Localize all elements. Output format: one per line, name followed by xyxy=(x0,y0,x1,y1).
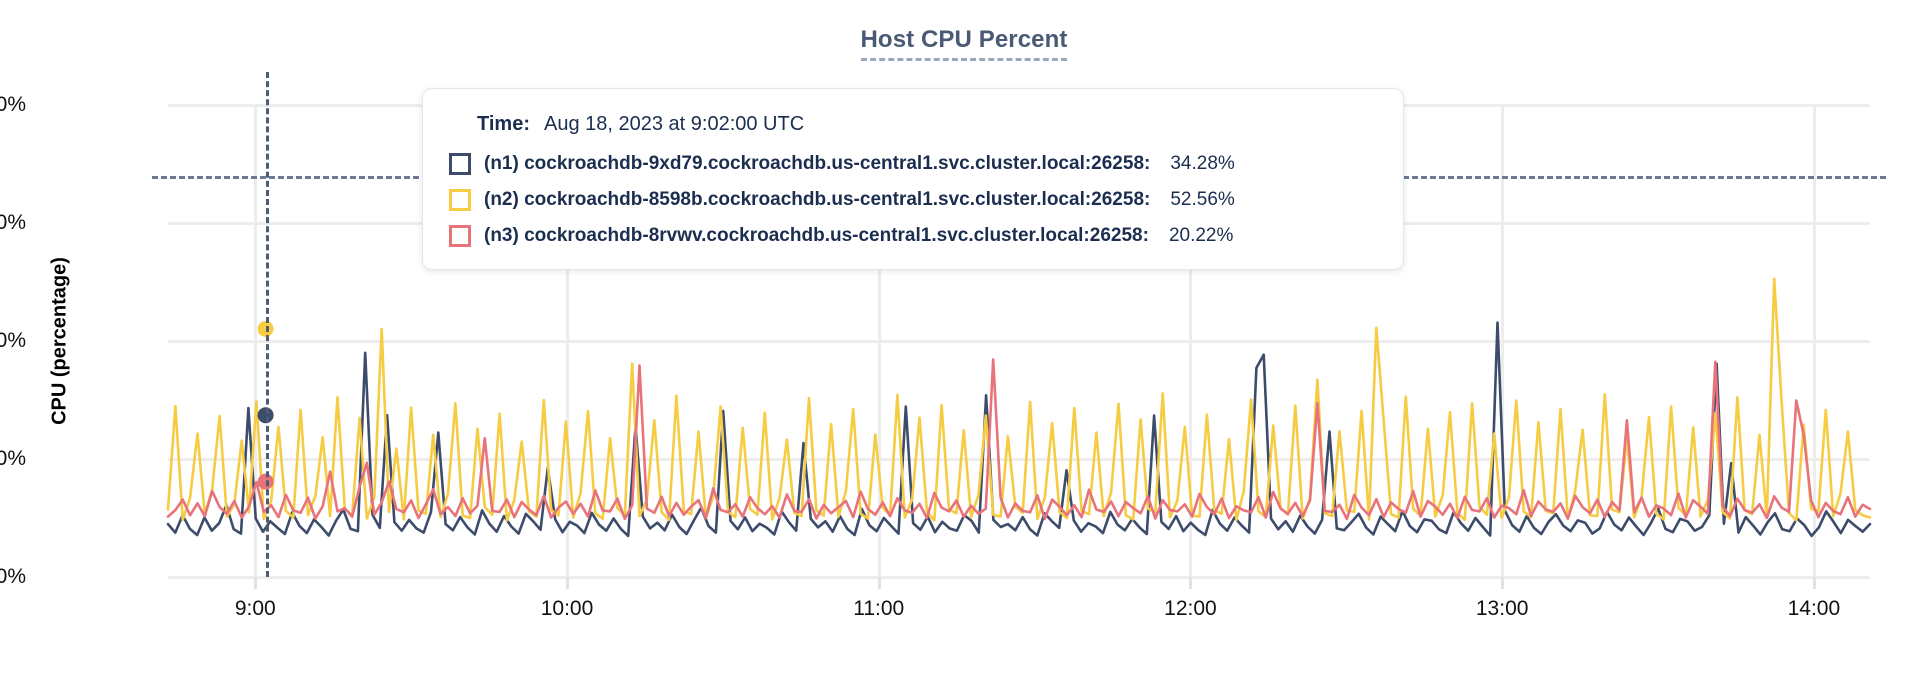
crosshair-line xyxy=(265,72,269,577)
tooltip-series-row: (n2) cockroachdb-8598b.cockroachdb.us-ce… xyxy=(449,189,1377,211)
gridline-horizontal xyxy=(168,458,1870,461)
x-tick-mark xyxy=(1812,577,1816,589)
tooltip-series-value: 34.28% xyxy=(1170,153,1235,174)
legend-swatch-icon xyxy=(449,189,471,211)
tooltip-series-value: 20.22% xyxy=(1168,225,1234,246)
gridline-vertical xyxy=(1812,105,1816,577)
series-line-n1 xyxy=(166,321,1872,538)
y-tick-label: 75.0% xyxy=(0,211,26,234)
y-tick-label: 25.0% xyxy=(0,447,26,470)
series-line-n3 xyxy=(166,358,1872,521)
tooltip-series-name: (n3) cockroachdb-8rvwv.cockroachdb.us-ce… xyxy=(484,225,1149,246)
tooltip-series-row: (n3) cockroachdb-8rvwv.cockroachdb.us-ce… xyxy=(449,225,1377,247)
x-tick-label: 10:00 xyxy=(540,597,594,620)
tooltip-time-label: Time: xyxy=(477,113,530,135)
y-tick-label: 50.0% xyxy=(0,329,26,352)
x-tick-label: 14:00 xyxy=(1787,597,1841,620)
x-tick-label: 9:00 xyxy=(234,597,276,620)
gridline-vertical xyxy=(1501,105,1505,577)
page-title: Host CPU Percent xyxy=(0,26,1928,61)
x-tick-label: 13:00 xyxy=(1475,597,1529,620)
x-tick-mark xyxy=(254,577,258,589)
gridline-horizontal xyxy=(168,340,1870,343)
x-tick-mark xyxy=(877,577,881,589)
tooltip-time-value: Aug 18, 2023 at 9:02:00 UTC xyxy=(543,113,805,135)
tooltip-series-name: (n2) cockroachdb-8598b.cockroachdb.us-ce… xyxy=(484,189,1151,210)
tooltip-series-name: (n1) cockroachdb-9xd79.cockroachdb.us-ce… xyxy=(484,153,1151,174)
tooltip-time-row: Time: Aug 18, 2023 at 9:02:00 UTC xyxy=(477,113,1377,136)
x-tick-label: 11:00 xyxy=(853,597,905,620)
x-tick-label: 12:00 xyxy=(1164,597,1217,620)
series-line-n2 xyxy=(166,277,1872,522)
hover-tooltip: Time: Aug 18, 2023 at 9:02:00 UTC (n1) c… xyxy=(422,88,1404,270)
x-tick-mark xyxy=(1189,577,1193,589)
x-tick-mark xyxy=(1501,577,1505,589)
tooltip-series-row: (n1) cockroachdb-9xd79.cockroachdb.us-ce… xyxy=(449,153,1377,175)
gridline-vertical xyxy=(254,105,258,577)
legend-swatch-icon xyxy=(449,225,471,247)
gridline-vertical xyxy=(1189,105,1193,577)
x-tick-mark xyxy=(566,577,569,589)
gridline-vertical xyxy=(566,105,569,577)
legend-swatch-icon xyxy=(449,153,471,175)
y-axis-label: CPU (percentage) xyxy=(48,257,71,425)
tooltip-series-list: (n1) cockroachdb-9xd79.cockroachdb.us-ce… xyxy=(449,153,1377,247)
gridline-horizontal xyxy=(168,576,1870,579)
chart-title-text: Host CPU Percent xyxy=(860,26,1068,61)
y-tick-label: 0.0% xyxy=(0,565,26,588)
gridline-vertical xyxy=(877,105,881,577)
tooltip-series-value: 52.56% xyxy=(1170,189,1235,210)
y-tick-label: 100.0% xyxy=(0,93,26,116)
